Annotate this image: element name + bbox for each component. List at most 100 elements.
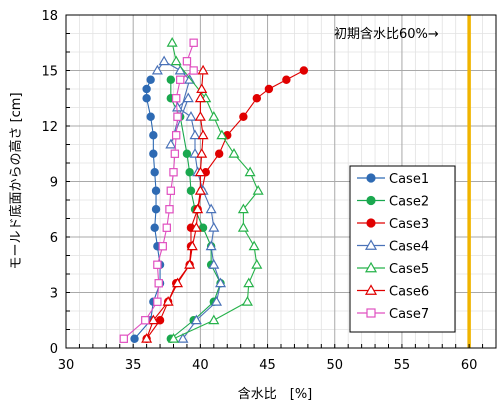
point-case6 (190, 222, 202, 232)
y-tick-label: 9 (50, 176, 58, 191)
point-case7 (119, 334, 128, 343)
series-line-case5 (171, 42, 259, 340)
legend-label-case5: Case5 (389, 262, 429, 277)
legend-item-case4: Case4 (357, 239, 429, 255)
point-case5 (243, 277, 255, 288)
point-case6 (197, 64, 209, 75)
axes (65, 14, 497, 349)
point-case3 (264, 84, 274, 94)
legend-marker-case5 (364, 261, 378, 273)
point-case6 (147, 314, 159, 325)
point-case7 (189, 66, 198, 75)
x-tick-label: 60 (461, 358, 478, 373)
point-case4 (208, 259, 220, 269)
point-case1 (151, 205, 161, 214)
y-tick-label: 0 (50, 342, 58, 357)
point-case5 (166, 37, 178, 47)
point-case3 (214, 149, 224, 158)
x-axis-label: 含水比 [%] (238, 386, 313, 402)
legend-item-case5: Case5 (357, 261, 429, 277)
point-case7 (153, 297, 162, 306)
point-case3 (239, 112, 248, 121)
point-case1 (142, 84, 151, 94)
legend-label-case2: Case2 (389, 195, 429, 210)
y-tick-label: 18 (41, 9, 58, 24)
point-case7 (162, 223, 171, 232)
point-case5 (241, 296, 253, 306)
point-case5 (208, 314, 220, 325)
point-case6 (194, 166, 206, 177)
point-case1 (150, 223, 159, 232)
point-case5 (167, 333, 180, 343)
point-case4 (158, 55, 170, 66)
point-case6 (141, 333, 153, 343)
point-case7 (176, 75, 185, 84)
point-case1 (149, 149, 158, 158)
point-case7 (141, 316, 150, 325)
legend-item-case2: Case2 (357, 195, 429, 210)
point-case5 (170, 55, 182, 66)
point-case5 (228, 148, 240, 158)
point-case7 (158, 242, 167, 251)
point-case5 (216, 129, 228, 140)
point-case6 (194, 111, 206, 121)
point-case5 (248, 240, 260, 251)
point-case5 (237, 222, 249, 232)
point-case4 (151, 64, 163, 75)
point-case6 (194, 92, 206, 103)
point-case2 (186, 186, 196, 195)
series-line-case6 (146, 70, 204, 339)
point-case7 (173, 112, 182, 121)
point-case7 (182, 57, 192, 66)
point-case7 (170, 149, 180, 158)
point-case6 (171, 277, 184, 288)
point-case7 (165, 205, 174, 214)
y-tick-label: 12 (41, 120, 58, 135)
point-case1 (149, 131, 158, 140)
point-case7 (171, 131, 181, 140)
point-case4 (165, 138, 177, 149)
legend-marker-case4 (364, 239, 378, 250)
legend-item-case1: Case1 (357, 172, 429, 187)
point-case2 (182, 149, 192, 158)
legend-marker-case2 (366, 195, 376, 206)
point-case2 (185, 168, 194, 177)
point-case4 (210, 296, 223, 306)
point-case6 (197, 129, 209, 140)
point-case4 (185, 111, 197, 121)
point-case6 (192, 203, 204, 214)
point-case1 (146, 75, 155, 84)
y-tick-label: 6 (50, 231, 58, 246)
point-case5 (252, 185, 264, 195)
point-case6 (196, 83, 208, 93)
point-case5 (244, 166, 256, 177)
legend-marker-case1 (366, 173, 376, 183)
legend-item-case6: Case6 (357, 284, 429, 300)
y-tick-label: 3 (50, 287, 58, 302)
series-case6 (141, 64, 209, 343)
legend-items: Case1 Case2 Case3 Case4 Case5 Case6 Case7 (357, 172, 429, 322)
point-case4 (182, 92, 194, 103)
series-case7 (119, 38, 198, 343)
legend-label-case6: Case6 (389, 285, 429, 300)
legend-marker-case6 (364, 284, 378, 295)
series-line-case1 (134, 79, 161, 340)
point-case1 (130, 334, 139, 343)
point-case4 (205, 203, 217, 214)
legend: Case1 Case2 Case3 Case4 Case5 Case6 Case7 (349, 165, 456, 333)
point-case4 (177, 333, 189, 343)
series-layer (119, 37, 309, 343)
point-case7 (169, 168, 178, 177)
initial-water-content-annotation: 初期含水比60%→ (334, 26, 439, 42)
point-case5 (208, 111, 220, 121)
point-case5 (251, 259, 263, 269)
point-case6 (194, 185, 206, 195)
point-case4 (189, 129, 201, 140)
point-case4 (214, 277, 227, 288)
point-case6 (184, 259, 196, 269)
point-case3 (282, 75, 291, 84)
point-case7 (166, 186, 176, 195)
x-tick-label: 55 (394, 358, 411, 373)
